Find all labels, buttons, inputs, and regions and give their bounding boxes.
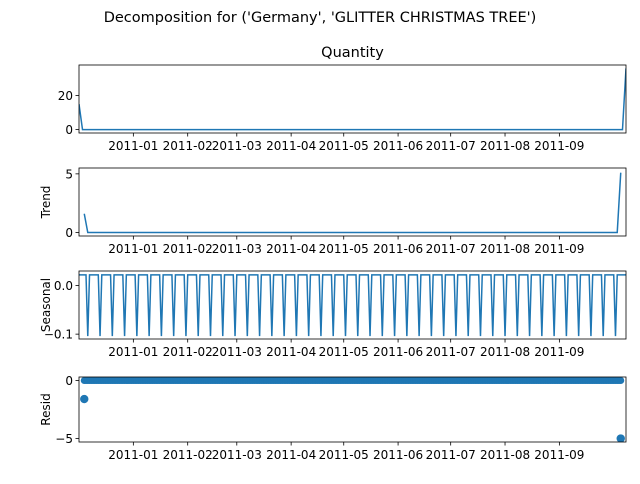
resid-ylabel: Resid: [39, 393, 53, 425]
resid-axes-frame: [78, 376, 627, 443]
seasonal-axes-frame: [78, 270, 627, 340]
resid-xtick-label: 2011-08: [480, 448, 530, 462]
trend-ylabel: Trend: [39, 186, 53, 220]
trend-xtick-label: 2011-03: [212, 242, 262, 256]
quantity-xtick-label: 2011-08: [480, 139, 530, 153]
trend-ytick-label: 5: [65, 167, 73, 181]
seasonal-xtick-label: 2011-06: [373, 345, 423, 359]
resid-xtick-label: 2011-04: [266, 448, 316, 462]
trend-xtick-label: 2011-07: [426, 242, 476, 256]
quantity-xtick-label: 2011-03: [212, 139, 262, 153]
resid-ytick-label: −5: [55, 432, 73, 446]
quantity-xtick-label: 2011-05: [319, 139, 369, 153]
seasonal-line: [79, 274, 626, 337]
trend-line: [83, 172, 622, 234]
seasonal-xtick-label: 2011-01: [108, 345, 158, 359]
quantity-ytick-label: 0: [65, 123, 73, 137]
resid-xtick-label: 2011-01: [108, 448, 158, 462]
trend-xtick-label: 2011-09: [534, 242, 584, 256]
resid-xtick-label: 2011-07: [426, 448, 476, 462]
figure-suptitle: Decomposition for ('Germany', 'GLITTER C…: [104, 10, 537, 26]
quantity-xtick-label: 2011-04: [266, 139, 316, 153]
quantity-title: Quantity: [321, 45, 384, 61]
seasonal-xtick-label: 2011-05: [319, 345, 369, 359]
resid-xtick-label: 2011-06: [373, 448, 423, 462]
quantity-xtick-label: 2011-06: [373, 139, 423, 153]
resid-outlier-point: [616, 434, 625, 442]
trend-xtick-label: 2011-06: [373, 242, 423, 256]
quantity-line: [79, 68, 626, 131]
resid-point: [617, 377, 625, 384]
seasonal-ylabel: Seasonal: [39, 278, 53, 332]
seasonal-ytick-label: 0.0: [54, 279, 73, 293]
quantity-xtick-label: 2011-07: [426, 139, 476, 153]
trend-xtick-label: 2011-05: [319, 242, 369, 256]
seasonal-xtick-label: 2011-09: [534, 345, 584, 359]
trend-axes-frame: [78, 167, 627, 237]
resid-xtick-label: 2011-03: [212, 448, 262, 462]
quantity-xtick-label: 2011-09: [534, 139, 584, 153]
quantity-xtick-label: 2011-02: [163, 139, 213, 153]
seasonal-xtick-label: 2011-02: [163, 345, 213, 359]
resid-xtick-label: 2011-02: [163, 448, 213, 462]
trend-xtick-label: 2011-02: [163, 242, 213, 256]
seasonal-ytick-label: −0.1: [44, 328, 73, 342]
resid-xtick-label: 2011-05: [319, 448, 369, 462]
seasonal-xtick-label: 2011-07: [426, 345, 476, 359]
trend-xtick-label: 2011-04: [266, 242, 316, 256]
trend-ytick-label: 0: [65, 226, 73, 240]
trend-xtick-label: 2011-08: [480, 242, 530, 256]
quantity-ytick-label: 20: [58, 89, 73, 103]
seasonal-xtick-label: 2011-08: [480, 345, 530, 359]
trend-xtick-label: 2011-01: [108, 242, 158, 256]
resid-ytick-label: 0: [65, 374, 73, 388]
quantity-axes-frame: [78, 64, 627, 134]
quantity-xtick-label: 2011-01: [108, 139, 158, 153]
resid-outlier-point: [80, 394, 89, 404]
seasonal-xtick-label: 2011-03: [212, 345, 262, 359]
resid-xtick-label: 2011-09: [534, 448, 584, 462]
seasonal-xtick-label: 2011-04: [266, 345, 316, 359]
